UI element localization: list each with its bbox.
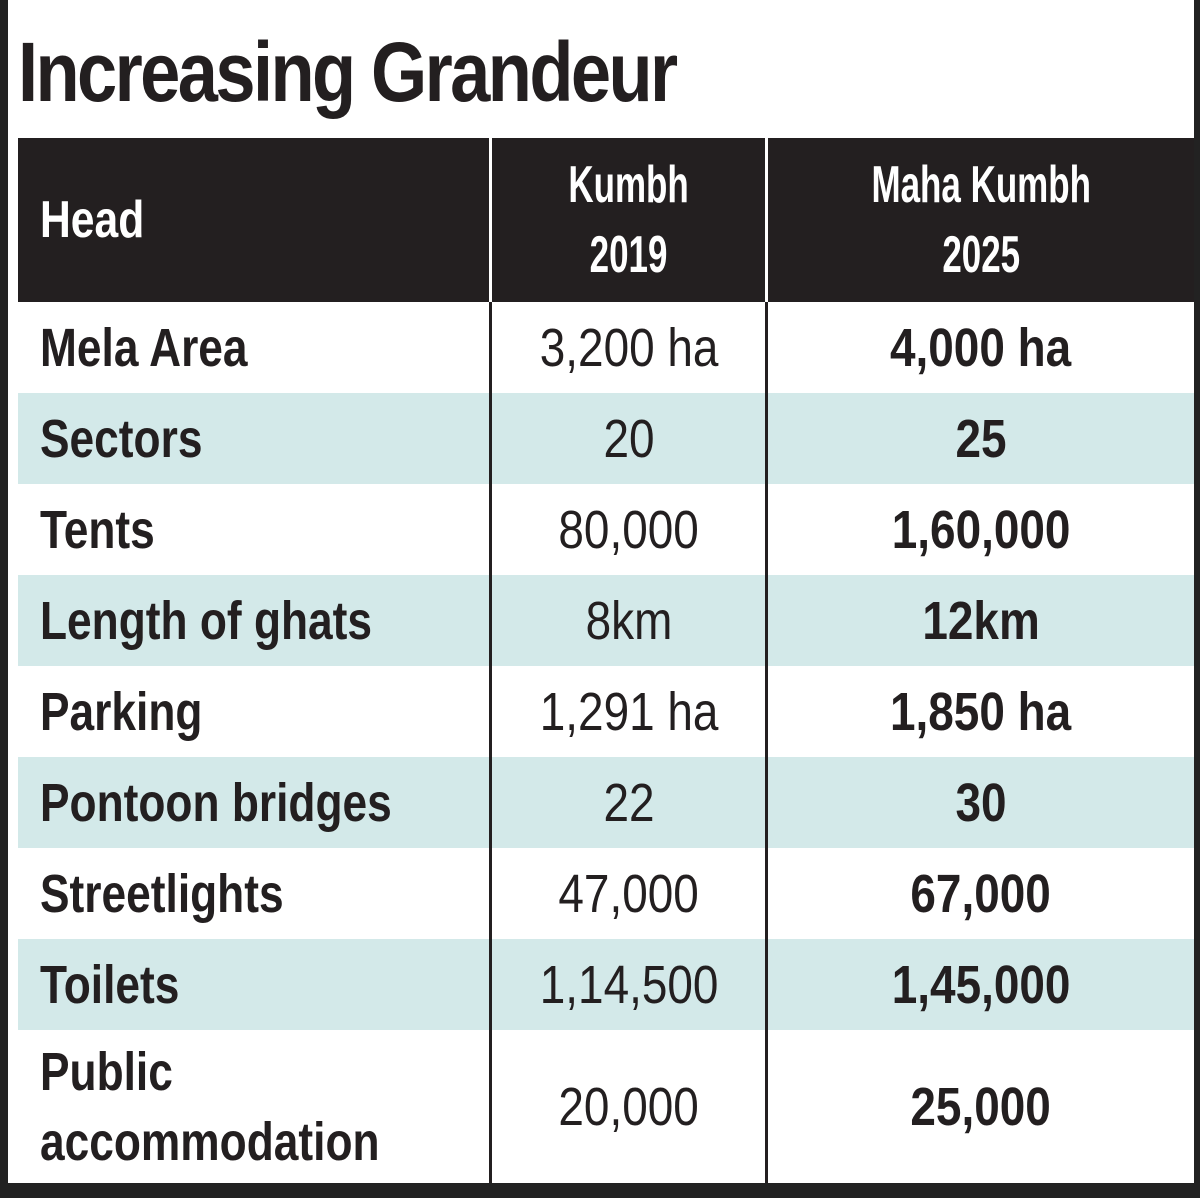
maha-kumbh-2025-cell: 1,60,000	[768, 484, 1194, 575]
column-divider-1	[489, 138, 492, 1183]
maha-kumbh-2025-cell: 25	[768, 393, 1194, 484]
table-row: Toilets 1,14,500 1,45,000	[18, 939, 1194, 1030]
maha-kumbh-2025-cell: 30	[768, 757, 1194, 848]
kumbh-2019-cell: 3,200 ha	[492, 302, 766, 393]
row-head-cell: Toilets	[40, 939, 500, 1030]
table-row: Parking 1,291 ha 1,850 ha	[18, 666, 1194, 757]
kumbh-2019-cell-text: 1,14,500	[539, 954, 719, 1015]
column-divider-2	[765, 138, 768, 1183]
row-head-cell: Length of ghats	[40, 575, 500, 666]
row-head-cell: Streetlights	[40, 848, 500, 939]
header-maha-kumbh-2025: Maha Kumbh 2025	[768, 138, 1194, 302]
maha-kumbh-2025-cell: 25,000	[768, 1030, 1194, 1183]
header-maha-kumbh-2025-line1: Maha Kumbh	[871, 156, 1091, 214]
kumbh-2019-cell: 1,291 ha	[492, 666, 766, 757]
header-kumbh-2019-line2: 2019	[590, 226, 668, 284]
maha-kumbh-2025-cell: 1,45,000	[768, 939, 1194, 1030]
row-head-cell: Public accommodation	[40, 1030, 500, 1183]
kumbh-2019-cell-text: 47,000	[558, 863, 700, 924]
maha-kumbh-2025-cell-text: 1,850 ha	[890, 681, 1072, 742]
kumbh-2019-cell: 22	[492, 757, 766, 848]
kumbh-2019-cell: 20	[492, 393, 766, 484]
header-head-label: Head	[40, 191, 145, 249]
chart-title: Increasing Grandeur	[18, 25, 678, 119]
kumbh-2019-cell-text: 8km	[585, 590, 673, 651]
row-head-cell: Pontoon bridges	[40, 757, 500, 848]
header-head: Head	[40, 138, 480, 302]
row-head-cell-text: Streetlights	[40, 863, 284, 924]
row-head-cell-text: Tents	[40, 499, 155, 560]
maha-kumbh-2025-cell: 4,000 ha	[768, 302, 1194, 393]
maha-kumbh-2025-cell-text: 25	[955, 408, 1007, 469]
row-head-cell-text: Sectors	[40, 408, 203, 469]
kumbh-2019-cell: 47,000	[492, 848, 766, 939]
header-divider-2	[765, 138, 768, 302]
maha-kumbh-2025-cell: 12km	[768, 575, 1194, 666]
kumbh-2019-cell: 80,000	[492, 484, 766, 575]
header-divider-1	[489, 138, 492, 302]
kumbh-2019-cell-text: 80,000	[558, 499, 700, 560]
row-head-cell-text: Toilets	[40, 954, 180, 1015]
kumbh-2019-cell: 20,000	[492, 1030, 766, 1183]
maha-kumbh-2025-cell-text: 4,000 ha	[890, 317, 1072, 378]
row-head-cell-text: Length of ghats	[40, 590, 373, 651]
row-head-cell-text: Public accommodation	[40, 1041, 380, 1172]
comparison-table: Head Kumbh 2019 Maha Kumbh 2025 Mela Are…	[18, 138, 1194, 1183]
table-header: Head Kumbh 2019 Maha Kumbh 2025	[18, 138, 1194, 302]
header-kumbh-2019: Kumbh 2019	[492, 138, 766, 302]
maha-kumbh-2025-cell-text: 67,000	[910, 863, 1052, 924]
table-row: Streetlights 47,000 67,000	[18, 848, 1194, 939]
table-row: Public accommodation 20,000 25,000	[18, 1030, 1194, 1183]
row-head-cell-text: Pontoon bridges	[40, 772, 392, 833]
maha-kumbh-2025-cell-text: 30	[955, 772, 1007, 833]
table-row: Sectors 20 25	[18, 393, 1194, 484]
kumbh-2019-cell-text: 1,291 ha	[539, 681, 719, 742]
row-head-cell-text: Parking	[40, 681, 203, 742]
kumbh-2019-cell: 1,14,500	[492, 939, 766, 1030]
row-head-cell: Mela Area	[40, 302, 500, 393]
table-row: Mela Area 3,200 ha 4,000 ha	[18, 302, 1194, 393]
row-head-cell: Parking	[40, 666, 500, 757]
maha-kumbh-2025-cell: 1,850 ha	[768, 666, 1194, 757]
table-row: Length of ghats 8km 12km	[18, 575, 1194, 666]
header-kumbh-2019-line1: Kumbh	[568, 156, 690, 214]
header-maha-kumbh-2025-line2: 2025	[942, 226, 1020, 284]
kumbh-2019-cell-text: 20,000	[558, 1076, 700, 1137]
row-head-cell: Sectors	[40, 393, 500, 484]
maha-kumbh-2025-cell-text: 1,45,000	[891, 954, 1071, 1015]
row-head-cell-text: Mela Area	[40, 317, 248, 378]
maha-kumbh-2025-cell-text: 1,60,000	[891, 499, 1071, 560]
table-row: Pontoon bridges 22 30	[18, 757, 1194, 848]
maha-kumbh-2025-cell: 67,000	[768, 848, 1194, 939]
kumbh-2019-cell-text: 20	[603, 408, 655, 469]
kumbh-2019-cell-text: 3,200 ha	[539, 317, 719, 378]
infographic-frame: Increasing Grandeur Head Kumbh 2019 Maha…	[8, 0, 1194, 1183]
row-head-cell: Tents	[40, 484, 500, 575]
kumbh-2019-cell-text: 22	[603, 772, 655, 833]
maha-kumbh-2025-cell-text: 12km	[922, 590, 1040, 651]
kumbh-2019-cell: 8km	[492, 575, 766, 666]
table-row: Tents 80,000 1,60,000	[18, 484, 1194, 575]
maha-kumbh-2025-cell-text: 25,000	[910, 1076, 1052, 1137]
